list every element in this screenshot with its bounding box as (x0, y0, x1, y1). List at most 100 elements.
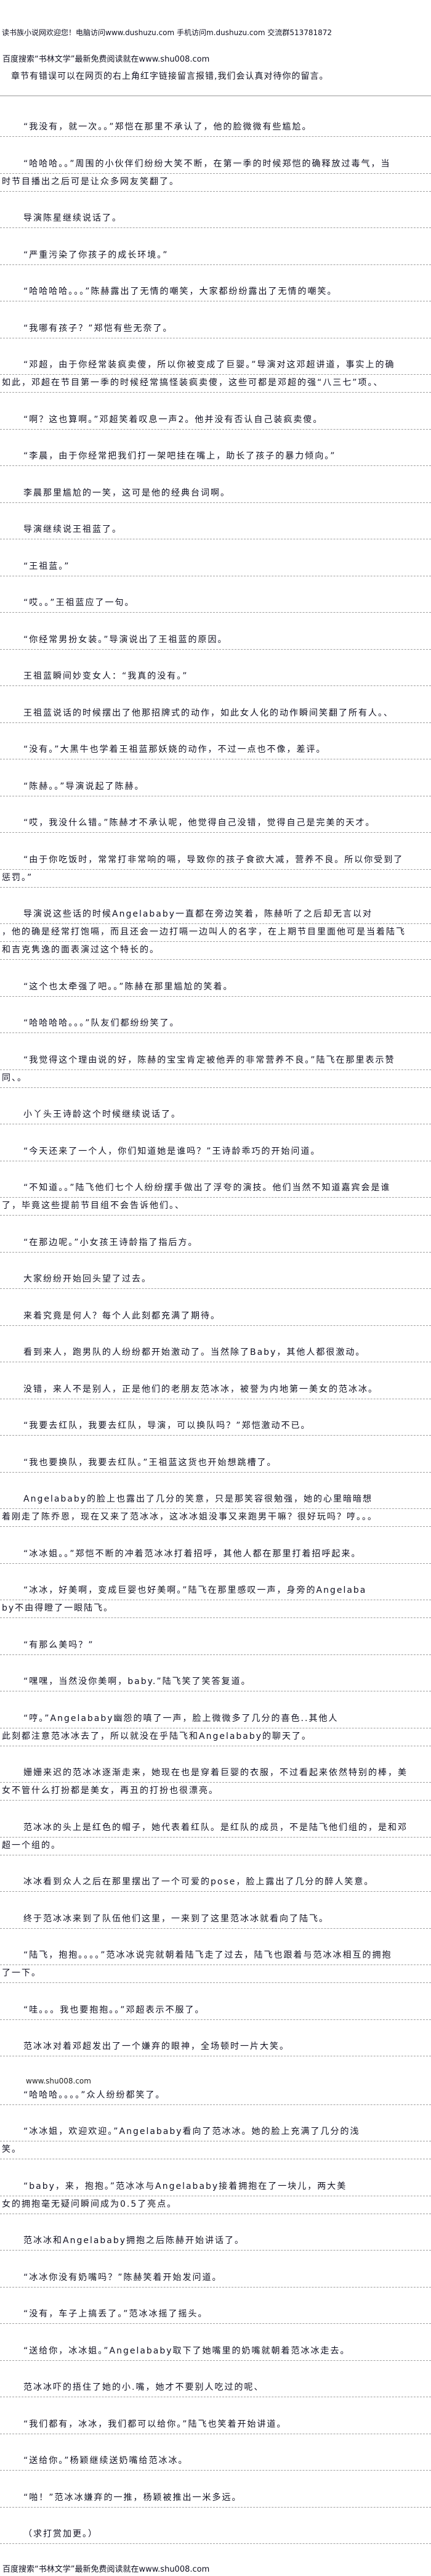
paragraph: “王祖蓝。” (0, 558, 431, 576)
paragraph-line: “今天还来了一个人，你们知道她是谁吗？”王诗龄乖巧的开始问道。 (0, 1143, 431, 1161)
paragraph-line: 范冰冰的头上是红色的帽子，她代表着红队。是红队的成员，不是陆飞他们组的，是和邓 (0, 1820, 431, 1838)
paragraph: “冰冰姐。。”郑恺不断的冲着范冰冰打着招呼，其他人都在那里打着招呼起来。 (0, 1546, 431, 1564)
paragraph: “陆飞，抱抱。。。。”范冰冰说完就朝着陆飞走了过去，陆飞也跟着与范冰冰相互的拥抱… (0, 1947, 431, 1983)
paragraph: “哎。。”王祖蓝应了一句。 (0, 595, 431, 613)
paragraph: 大家纷纷开始回头望了过去。 (0, 1271, 431, 1289)
paragraph: 导演说这些话的时候Angelababy一直都在旁边笑着，陈赫听了之后却无言以对，… (0, 906, 431, 960)
paragraph: 范冰冰吓的捂住了她的小.嘴，她才不要别人吃过的呢、 (0, 2379, 431, 2397)
paragraph: Angelababy的脸上也露出了几分的笑意，只是那笑容很勉强，她的心里暗暗想着… (0, 1491, 431, 1527)
paragraph: 姗姗来迟的范冰冰逐渐走来，她现在也是穿着巨婴的衣服，不过看起来依然特别的棒，美女… (0, 1765, 431, 1801)
site-banner: 读书族小说网欢迎您！电脑访问www.dushuzu.com 手机访问m.dush… (2, 28, 332, 37)
paragraph: “baby，来，抱抱。”范冰冰与Angelababy接着拥抱在了一块儿，两大美女… (0, 2178, 431, 2214)
paragraph-line: “这个也太牵强了吧。。”陈赫在那里尴尬的笑着。 (0, 979, 431, 997)
paragraph-line: 此刻都注意范冰冰去了，所以就没在乎陆飞和Angelababy的聊天了。 (0, 1728, 431, 1746)
paragraph-line: 看到来人，跑男队的人纷纷都开始激动了。当然除了Baby，其他人都很激动。 (0, 1344, 431, 1362)
paragraph-line: 和吉克隽逸的面表演过这个特长的。 (0, 942, 431, 960)
paragraph: “由于你吃饭时，常常打非常响的嗝，导致你的孩子食欲大减，营养不良。所以你受到了惩… (0, 852, 431, 888)
paragraph-line: “我觉得这个理由说的好，陈赫的宝宝肯定被他弄的非常营养不良。”陆飞在那里表示赞 (0, 1052, 431, 1070)
paragraph-line: “不知道。。”陆飞他们七个人纷纷摆手做出了浮夸的演技。他们当然不知道嘉宾会是谁 (0, 1180, 431, 1198)
paragraph: “陈赫。。”导演说起了陈赫。 (0, 779, 431, 796)
paragraph-line: “冰冰，好美啊，变成巨婴也好美啊。”陆飞在那里感叹一声，身旁的Angelaba (0, 1582, 431, 1600)
paragraph: “不知道。。”陆飞他们七个人纷纷摆手做出了浮夸的演技。他们当然不知道嘉宾会是谁了… (0, 1180, 431, 1216)
paragraph-line: 了，毕竟这些提前节目组不会告诉他们。、 (0, 1198, 431, 1216)
paragraph-line: “嘿嘿，当然没你美啊，baby.”陆飞笑了笑答复道。 (0, 1674, 431, 1691)
paragraph-line: “没有，车子上搞丢了。”范冰冰摇了摇头。 (0, 2306, 431, 2324)
paragraph-line: “李晨，由于你经常把我们打一架吧挂在嘴上，助长了孩子的暴力倾向。” (0, 448, 431, 466)
paragraph: “哈哈哈哈。。。”陈赫露出了无情的嘲笑，大家都纷纷露出了无情的嘲笑。 (0, 284, 431, 301)
paragraph: “哎，我没什么错。”陈赫才不承认呢，他觉得自己没错，觉得自己是完美的天才。 (0, 815, 431, 833)
paragraph-line: 女不管什么打扮都是美女，再丑的打扮也很漂亮。 (0, 1783, 431, 1801)
paragraph-line: 范冰冰对着邓超发出了一个嫌弃的眼神，全场顿时一片大笑。 (0, 2038, 431, 2056)
search-promo-bottom: 百度搜索“书林文学”最新免费阅读就在www.shu008.com (2, 2565, 210, 2574)
paragraph-line: 导演说这些话的时候Angelababy一直都在旁边笑着，陈赫听了之后却无言以对 (0, 906, 431, 924)
paragraph-line: 了一下。 (0, 1965, 431, 1983)
paragraph: “哼。”Angelababy幽怨的嗔了一声，脸上微微多了几分的喜色..其他人 此刻… (0, 1711, 431, 1746)
paragraph: “送给你，冰冰姐。”Angelababy取下了她嘴里的奶嘴就朝着范冰冰走去。 (0, 2343, 431, 2361)
paragraph: www.shu008.com “哈哈哈。。。。”众人纷纷都笑了。 (0, 2075, 431, 2105)
paragraph: “我觉得这个理由说的好，陈赫的宝宝肯定被他弄的非常营养不良。”陆飞在那里表示赞同… (0, 1052, 431, 1088)
paragraph: “送给你。”杨颖继续送奶嘴给范冰冰。 (0, 2453, 431, 2471)
paragraph-line: 着刚走了陈乔恩，现在又来了范冰冰，这冰冰姐没事又来跑男干嘛？很好玩吗？哼。。。 (0, 1509, 431, 1527)
paragraph-line: “啊？这也算啊。”邓超笑着叹息一声2。他并没有否认自己装疯卖傻。 (0, 412, 431, 430)
paragraph: “嘿嘿，当然没你美啊，baby.”陆飞笑了笑答复道。 (0, 1674, 431, 1691)
paragraph: “冰冰你没有奶嘴吗？”陈赫笑着开始发问道。 (0, 2270, 431, 2288)
paragraph: 范冰冰和Angelababy拥抱之后陈赫开始讲话了。 (0, 2233, 431, 2251)
paragraph-line: “哈哈哈哈。。。”陈赫露出了无情的嘲笑，大家都纷纷露出了无情的嘲笑。 (0, 284, 431, 301)
paragraph-line: （求打赏加更。） (0, 2526, 431, 2544)
paragraph-line: “没有。”大黑牛也学着王祖蓝那妖娆的动作，不过一点也不像，差评。 (0, 742, 431, 759)
paragraph-line: “我们都有，冰冰，我们都可以给你。”陆飞也笑着开始讲道。 (0, 2416, 431, 2434)
search-promo-top: 百度搜索“书林文学”最新免费阅读就在www.shu008.com (2, 55, 210, 64)
paragraph-line: “我哪有孩子？”郑恺有些无奈了。 (0, 321, 431, 338)
paragraph-line: Angelababy的脸上也露出了几分的笑意，只是那笑容很勉强，她的心里暗暗想 (0, 1491, 431, 1509)
paragraph-line: 来着究竟是何人？每个人此刻都充满了期待。 (0, 1308, 431, 1326)
paragraph: “邓超，由于你经常装疯卖傻，所以你被变成了巨婴。”导演对这邓超讲道，事实上的确如… (0, 357, 431, 393)
paragraph-line: “冰冰姐，欢迎欢迎。”Angelababy看向了范冰冰。她的脸上充满了几分的浅 (0, 2124, 431, 2141)
paragraph-line: “我要去红队，我要去红队，导演，可以换队吗？”郑恺激动不已。 (0, 1418, 431, 1436)
paragraph-line: 李晨那里尴尬的一笑，这可是他的经典台词啊。 (0, 485, 431, 503)
paragraph: 李晨那里尴尬的一笑，这可是他的经典台词啊。 (0, 485, 431, 503)
watermark-url: www.shu008.com (26, 2076, 91, 2085)
paragraph: 导演陈星继续说话了。 (0, 210, 431, 228)
paragraph: “啪！”范冰冰嫌弃的一推，杨颖被推出一米多远。 (0, 2490, 431, 2508)
paragraph: “有那么美吗？” (0, 1637, 431, 1655)
paragraph: “冰冰，好美啊，变成巨婴也好美啊。”陆飞在那里感叹一声，身旁的Angelaba b… (0, 1582, 431, 1618)
paragraph-line: “哎。。”王祖蓝应了一句。 (0, 595, 431, 613)
paragraph: “李晨，由于你经常把我们打一架吧挂在嘴上，助长了孩子的暴力倾向。” (0, 448, 431, 466)
paragraph: “在那边呢。”小女孩王诗龄指了指后方。 (0, 1235, 431, 1253)
paragraph-line: 没错，来人不是别人，正是他们的老朋友范冰冰，被誉为内地第一美女的范冰冰。 (0, 1381, 431, 1399)
paragraph-line: “你经常男扮女装。”导演说出了王祖蓝的原因。 (0, 632, 431, 650)
paragraph: 导演继续说王祖蓝了。 (0, 521, 431, 539)
paragraph: 王祖蓝瞬间妙变女人：“我真的没有。” (0, 668, 431, 686)
paragraph-line: 笑。 (0, 2141, 431, 2159)
paragraph-line: “送给你，冰冰姐。”Angelababy取下了她嘴里的奶嘴就朝着范冰冰走去。 (0, 2343, 431, 2361)
paragraph: “没有，车子上搞丢了。”范冰冰摇了摇头。 (0, 2306, 431, 2324)
paragraph: “哈哈哈哈。。。”队友们都纷纷笑了。 (0, 1015, 431, 1033)
paragraph-line: 导演陈星继续说话了。 (0, 210, 431, 228)
paragraph-line: “哇。。。我也要抱抱。。”邓超表示不服了。 (0, 2002, 431, 2020)
paragraph-line: “哈哈哈哈。。。”队友们都纷纷笑了。 (0, 1015, 431, 1033)
paragraph-line: 终于范冰冰来到了队伍他们这里，一来到了这里范冰冰就看向了陆飞。 (0, 1911, 431, 1929)
paragraph: “哇。。。我也要抱抱。。”邓超表示不服了。 (0, 2002, 431, 2020)
paragraph-line: 大家纷纷开始回头望了过去。 (0, 1271, 431, 1289)
paragraph-line: “由于你吃饭时，常常打非常响的嗝，导致你的孩子食欲大减，营养不良。所以你受到了 (0, 852, 431, 870)
paragraph-line: “我没有，就一次。。”郑恺在那里不承认了，他的脸微微有些尴尬。 (0, 119, 431, 137)
paragraph-line: 导演继续说王祖蓝了。 (0, 521, 431, 539)
paragraph-line: “冰冰你没有奶嘴吗？”陈赫笑着开始发问道。 (0, 2270, 431, 2288)
paragraph-line: “邓超，由于你经常装疯卖傻，所以你被变成了巨婴。”导演对这邓超讲道，事实上的确 (0, 357, 431, 375)
paragraph-line: 范冰冰和Angelababy拥抱之后陈赫开始讲话了。 (0, 2233, 431, 2251)
paragraph-line: 女的拥抱毫无疑问瞬间成为0.5了亮点。 (0, 2196, 431, 2214)
paragraph-line: 如此，邓超在节目第一季的时候经常搞怪装疯卖傻，这些可都是邓超的强“八三七”项。、 (0, 375, 431, 393)
paragraph-line: “在那边呢。”小女孩王诗龄指了指后方。 (0, 1235, 431, 1253)
paragraph: 范冰冰的头上是红色的帽子，她代表着红队。是红队的成员，不是陆飞他们组的，是和邓超… (0, 1820, 431, 1855)
paragraph-line: “陈赫。。”导演说起了陈赫。 (0, 779, 431, 796)
paragraph-line: 冰冰看到众人之后在那里摆出了一个可爱的pose，脸上露出了几分的醉人笑意。 (0, 1874, 431, 1892)
paragraph-line: “送给你。”杨颖继续送奶嘴给范冰冰。 (0, 2453, 431, 2471)
paragraph: 终于范冰冰来到了队伍他们这里，一来到了这里范冰冰就看向了陆飞。 (0, 1911, 431, 1929)
paragraph-line: “哼。”Angelababy幽怨的嗔了一声，脸上微微多了几分的喜色..其他人 (0, 1711, 431, 1728)
paragraph: “冰冰姐，欢迎欢迎。”Angelababy看向了范冰冰。她的脸上充满了几分的浅笑… (0, 2124, 431, 2159)
paragraph-line: “哈哈哈。。。。”众人纷纷都笑了。 (0, 2087, 431, 2105)
paragraph: “今天还来了一个人，你们知道她是谁吗？”王诗龄乖巧的开始问道。 (0, 1143, 431, 1161)
paragraph: 冰冰看到众人之后在那里摆出了一个可爱的pose，脸上露出了几分的醉人笑意。 (0, 1874, 431, 1892)
paragraph: 范冰冰对着邓超发出了一个嫌弃的眼神，全场顿时一片大笑。 (0, 2038, 431, 2056)
paragraph: “哈哈哈。。”周围的小伙伴们纷纷大笑不断，在第一季的时候郑恺的确释放过毒气，当时… (0, 156, 431, 192)
